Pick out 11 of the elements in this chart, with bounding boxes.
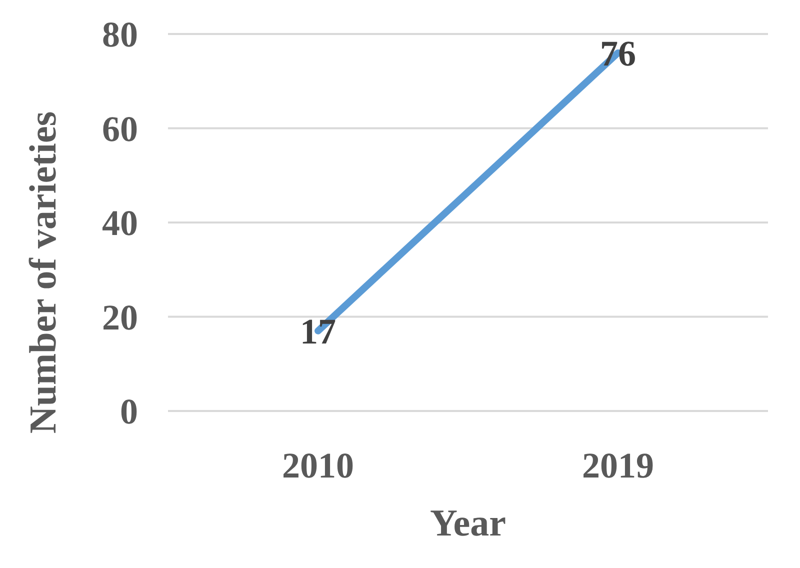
x-tick-label: 2019 bbox=[582, 446, 654, 486]
data-label: 17 bbox=[300, 311, 336, 352]
y-tick-label: 40 bbox=[102, 203, 138, 244]
y-tick-label: 20 bbox=[102, 297, 138, 338]
y-tick-label: 0 bbox=[120, 392, 138, 432]
y-axis-title: Number of varieties bbox=[22, 111, 64, 434]
data-label: 76 bbox=[600, 33, 636, 74]
x-tick-label: 2010 bbox=[282, 446, 354, 486]
y-tick-label: 60 bbox=[102, 108, 138, 149]
x-axis-title: Year bbox=[430, 502, 506, 544]
y-tick-label: 80 bbox=[102, 14, 138, 55]
